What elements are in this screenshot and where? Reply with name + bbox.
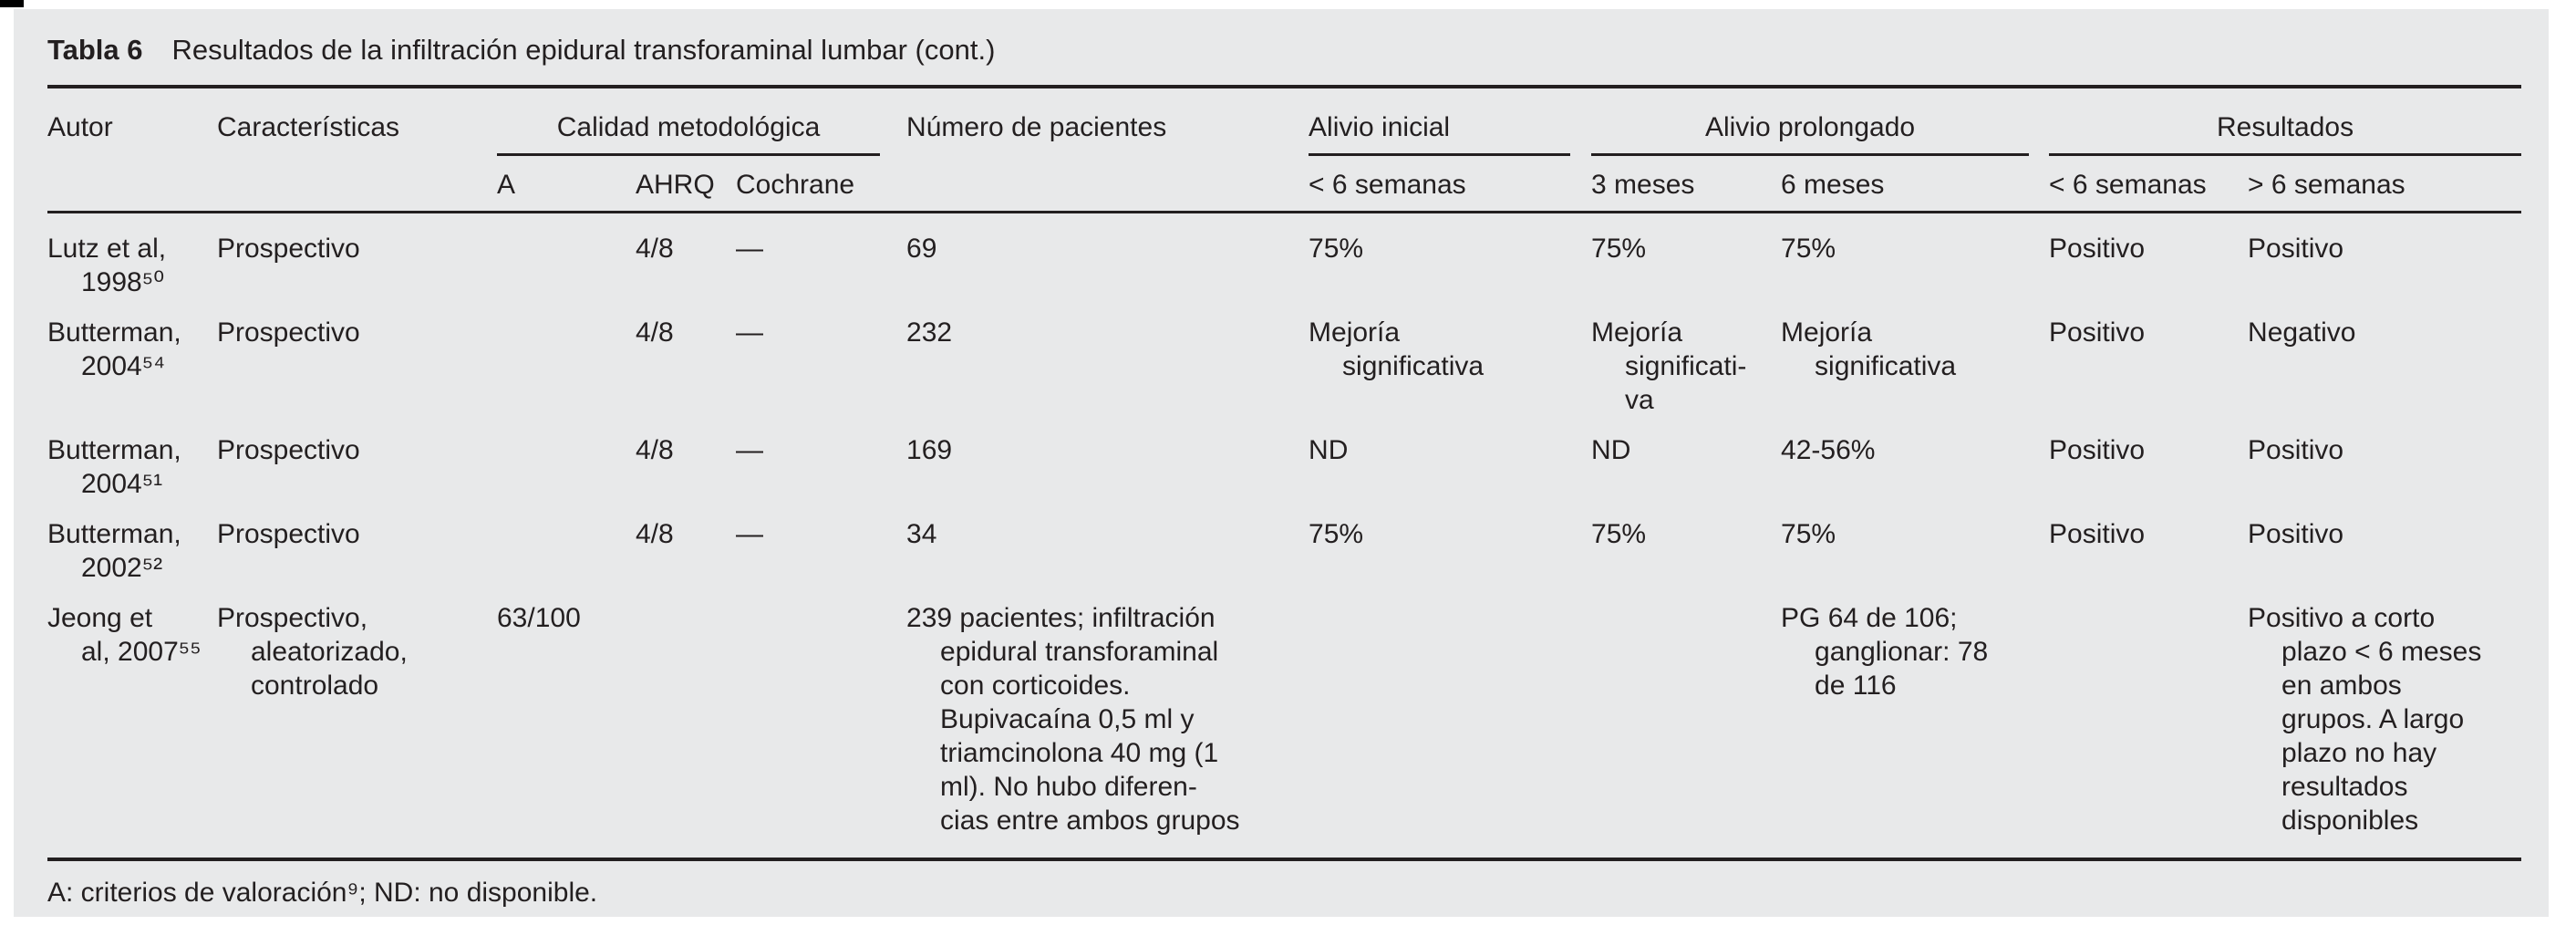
cell-cochrane: —: [736, 234, 763, 264]
cell-ahrq: 4/8: [636, 519, 674, 549]
cell-ahrq: 4/8: [636, 435, 674, 465]
table-body: Lutz et al, 1998⁵⁰ Prospectivo 4/8 — 69 …: [47, 213, 2522, 861]
cell-alivio-inicial: ND: [1309, 435, 1349, 465]
table-header: Autor Características Calidad metodológi…: [47, 87, 2522, 213]
cell-autor: Butterman, 2002⁵²: [47, 519, 181, 583]
col-header-pacientes: Número de pacientes: [906, 87, 1309, 213]
cell-alivio-inicial: Mejoría significativa: [1309, 317, 1485, 381]
table-number-label: Tabla 6: [47, 34, 143, 66]
table-row: Lutz et al, 1998⁵⁰ Prospectivo 4/8 — 69 …: [47, 213, 2521, 317]
cell-pacientes: 232: [906, 317, 953, 348]
table-footnote: A: criterios de valoración⁹; ND: no disp…: [47, 878, 598, 908]
table-row: Jeong et al, 2007⁵⁵ Prospectivo, aleator…: [47, 601, 2522, 861]
col-group-alivio-inicial-label: Alivio inicial: [1309, 112, 1451, 142]
col-header-resultados-mas-6sem: > 6 semanas: [2248, 156, 2522, 213]
cell-6-meses: 75%: [1781, 519, 1836, 549]
col-group-resultados-label: Resultados: [2216, 112, 2354, 142]
cell-cochrane: —: [736, 317, 763, 348]
col-header-resultados-menos-6sem: < 6 semanas: [2049, 156, 2249, 213]
col-group-alivio-prolongado: Alivio prolongado: [1591, 87, 2049, 156]
cell-autor: Butterman, 2004⁵⁴: [47, 317, 181, 381]
cell-3-meses: ND: [1591, 435, 1631, 465]
col-group-calidad-label: Calidad metodológica: [556, 112, 821, 142]
col-header-autor: Autor: [47, 87, 217, 213]
cell-resultado-largo: Positivo a corto plazo < 6 meses en ambo…: [2248, 601, 2522, 861]
cell-6-meses: Mejoría significativa: [1781, 317, 1957, 381]
cell-cochrane: [736, 601, 907, 861]
cell-cochrane: —: [736, 435, 763, 465]
scan-corner-mark: [0, 0, 24, 7]
table-row: Butterman, 2004⁵¹ Prospectivo 4/8 — 169 …: [47, 433, 2521, 517]
col-header-alivio-inicial-6sem: < 6 semanas: [1309, 156, 1592, 213]
cell-resultado-corto: Positivo: [2049, 234, 2146, 264]
cell-pacientes: 69: [906, 234, 937, 264]
cell-a: [497, 433, 636, 517]
cell-6-meses: 75%: [1781, 234, 1836, 264]
cell-ahrq: 4/8: [636, 317, 674, 348]
cell-3-meses: Mejoría significati- va: [1591, 317, 1747, 415]
cell-resultado-corto: [2049, 601, 2249, 861]
cell-pacientes: 34: [906, 519, 937, 549]
cell-pacientes: 169: [906, 435, 953, 465]
table-panel: Tabla 6 Resultados de la infiltración epi…: [14, 9, 2549, 917]
table-title-text: Resultados de la infiltración epidural t…: [171, 34, 996, 66]
cell-resultado-corto: Positivo: [2049, 435, 2146, 465]
col-header-a: A: [497, 156, 636, 213]
cell-resultado-largo: Positivo: [2248, 519, 2344, 549]
cell-resultado-largo: Positivo: [2248, 435, 2344, 465]
cell-caracteristicas: Prospectivo: [217, 317, 360, 348]
col-header-cochrane: Cochrane: [736, 156, 907, 213]
cell-3-meses: 75%: [1591, 234, 1647, 264]
col-header-ahrq: AHRQ: [636, 156, 736, 213]
cell-cochrane: —: [736, 519, 763, 549]
cell-autor: Butterman, 2004⁵¹: [47, 435, 181, 499]
cell-a: [497, 213, 636, 317]
cell-a: 63/100: [497, 601, 636, 861]
cell-pacientes: 239 pacientes; infiltración epidural tra…: [906, 601, 1309, 861]
col-group-resultados: Resultados: [2049, 87, 2522, 156]
col-header-caracteristicas: Características: [217, 87, 497, 213]
col-header-3-meses: 3 meses: [1591, 156, 1782, 213]
cell-ahrq: [636, 601, 736, 861]
cell-resultado-corto: Positivo: [2049, 519, 2146, 549]
cell-6-meses: PG 64 de 106; ganglionar: 78 de 116: [1781, 601, 2050, 861]
cell-resultado-largo: Negativo: [2248, 317, 2356, 348]
col-group-alivio-inicial: Alivio inicial: [1309, 87, 1591, 156]
results-table: Autor Características Calidad metodológi…: [47, 85, 2522, 861]
cell-caracteristicas: Prospectivo: [217, 519, 360, 549]
col-header-6-meses: 6 meses: [1781, 156, 2050, 213]
cell-autor: Lutz et al, 1998⁵⁰: [47, 234, 167, 297]
cell-resultado-largo: Positivo: [2248, 234, 2344, 264]
col-group-calidad: Calidad metodológica: [497, 87, 906, 156]
cell-6-meses: 42-56%: [1781, 435, 1876, 465]
table-row: Butterman, 2004⁵⁴ Prospectivo 4/8 — 232 …: [47, 316, 2521, 433]
cell-alivio-inicial: 75%: [1309, 519, 1364, 549]
cell-caracteristicas: Prospectivo: [217, 435, 360, 465]
cell-alivio-inicial: [1309, 601, 1592, 861]
table-row: Butterman, 2002⁵² Prospectivo 4/8 — 34 7…: [47, 517, 2521, 601]
cell-resultado-corto: Positivo: [2049, 317, 2146, 348]
cell-alivio-inicial: 75%: [1309, 234, 1364, 264]
table-title: Tabla 6 Resultados de la infiltración epi…: [47, 33, 2549, 67]
cell-autor: Jeong et al, 2007⁵⁵: [47, 601, 217, 861]
cell-caracteristicas: Prospectivo: [217, 234, 360, 264]
cell-a: [497, 517, 636, 601]
cell-ahrq: 4/8: [636, 234, 674, 264]
cell-3-meses: 75%: [1591, 519, 1647, 549]
cell-caracteristicas: Prospectivo, aleatorizado, controlado: [217, 601, 497, 861]
cell-3-meses: [1591, 601, 1782, 861]
cell-a: [497, 316, 636, 433]
col-group-alivio-prolongado-label: Alivio prolongado: [1704, 112, 1916, 142]
